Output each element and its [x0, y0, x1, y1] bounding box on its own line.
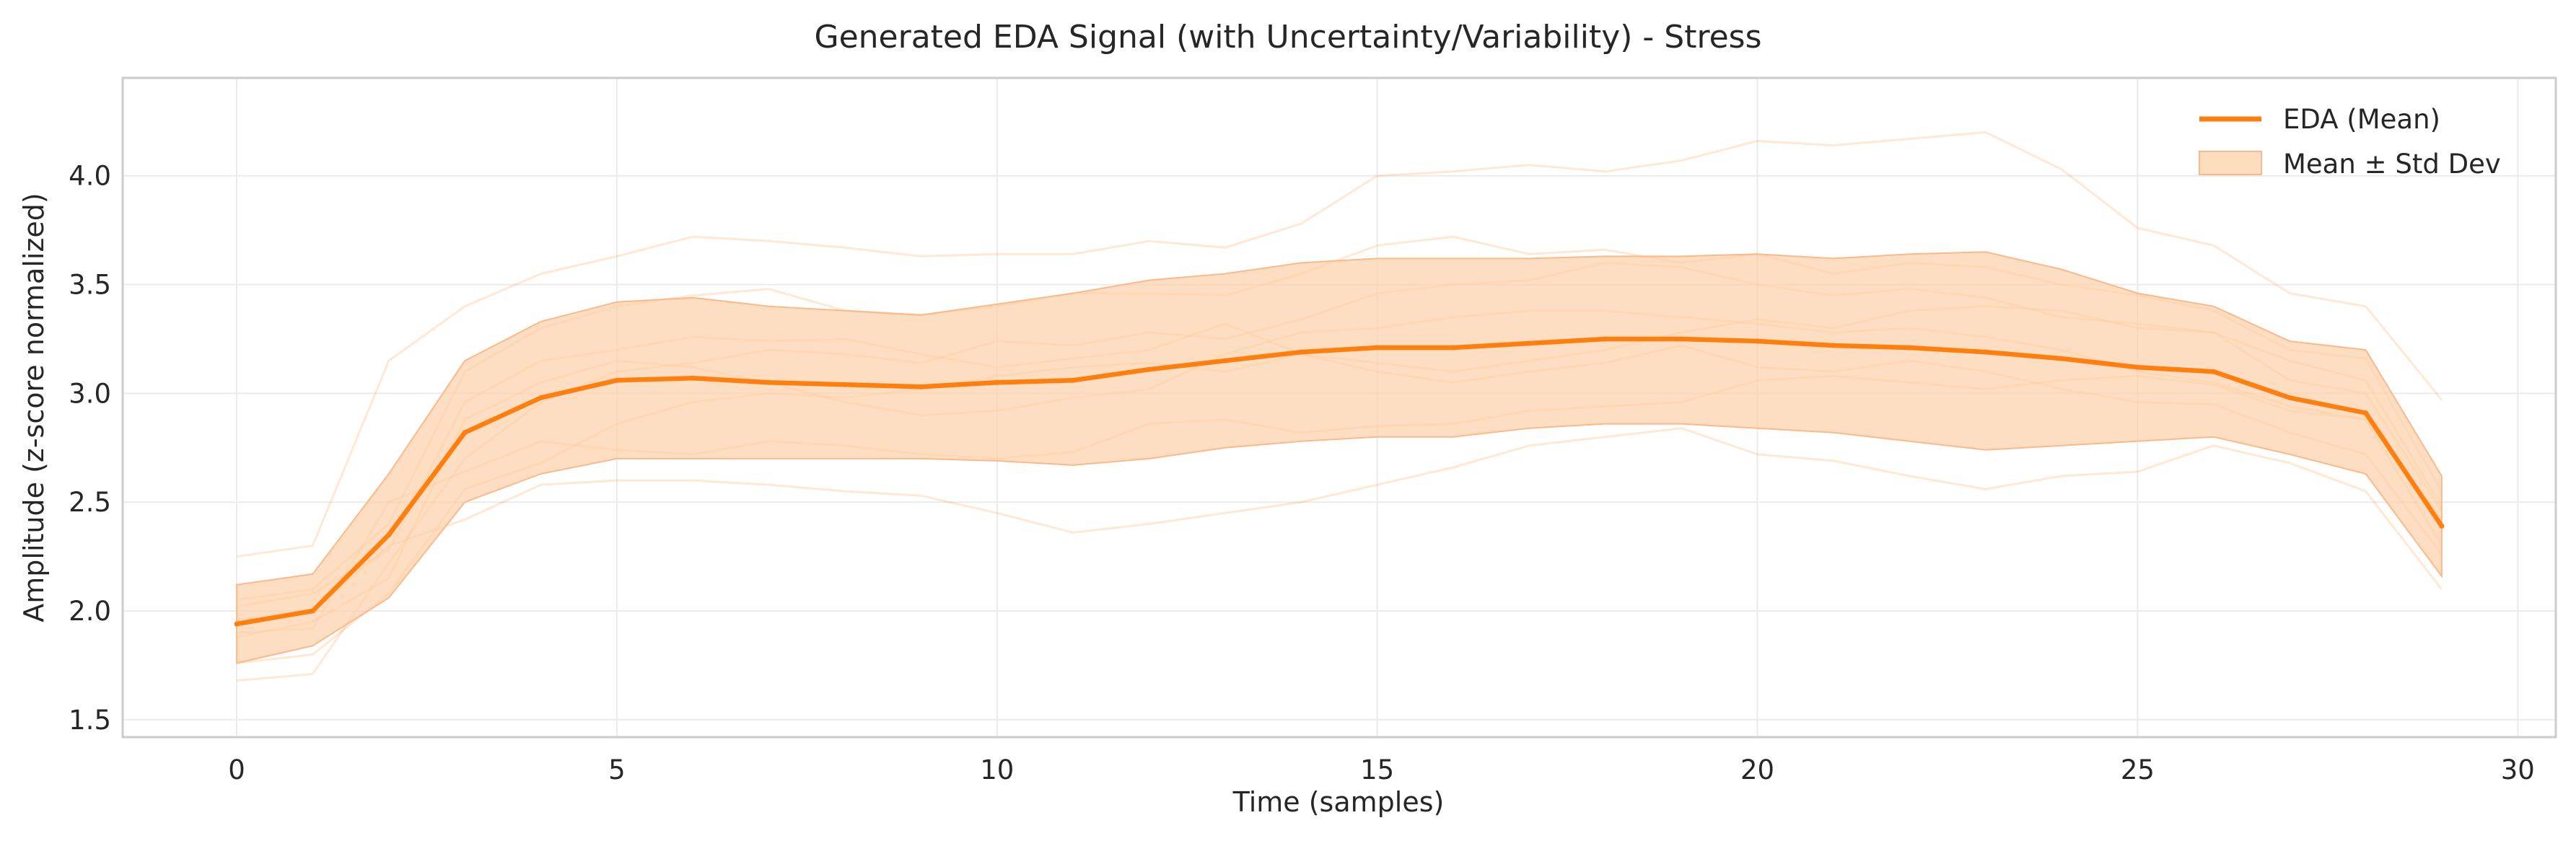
mean-point-24 — [2059, 356, 2064, 361]
mean-point-6 — [690, 375, 696, 381]
x-tick-label-1: 5 — [608, 754, 626, 785]
y-axis-ticks: 1.5 2.0 2.5 3.0 3.5 4.0 — [69, 161, 111, 736]
mean-line — [236, 336, 2444, 627]
mean-point-21 — [1831, 343, 1836, 348]
y-tick-label-3: 3.0 — [69, 378, 111, 409]
y-tick-label-4: 3.5 — [69, 270, 111, 301]
mean-point-0 — [234, 621, 240, 627]
mean-point-15 — [1375, 345, 1380, 351]
mean-point-19 — [1678, 336, 1684, 342]
mean-point-25 — [2134, 364, 2140, 370]
mean-point-9 — [918, 384, 924, 389]
mean-point-29 — [2439, 523, 2445, 529]
x-tick-label-3: 15 — [1360, 754, 1394, 785]
x-tick-label-2: 10 — [980, 754, 1014, 785]
mean-point-3 — [462, 430, 468, 436]
mean-point-23 — [1983, 349, 1989, 355]
mean-point-4 — [538, 395, 544, 400]
sample-line-3 — [236, 427, 2443, 621]
legend-mean-label: EDA (Mean) — [2283, 104, 2440, 135]
x-tick-label-4: 20 — [1740, 754, 1774, 785]
mean-point-1 — [310, 608, 315, 614]
legend-band-swatch — [2199, 151, 2262, 175]
mean-point-20 — [1755, 338, 1761, 344]
mean-point-5 — [614, 377, 620, 383]
x-axis-ticks: 0 5 10 15 20 25 30 — [228, 754, 2535, 785]
mean-point-22 — [1906, 345, 1912, 351]
std-band-layer — [236, 251, 2443, 664]
mean-point-10 — [994, 379, 1000, 385]
x-tick-label-5: 25 — [2121, 754, 2155, 785]
y-tick-label-2: 2.5 — [69, 487, 111, 518]
mean-point-7 — [766, 379, 772, 385]
std-band — [236, 251, 2443, 664]
mean-point-27 — [2287, 395, 2292, 400]
legend-band-label: Mean ± Std Dev — [2283, 149, 2501, 180]
y-tick-label-0: 1.5 — [69, 705, 111, 736]
mean-point-26 — [2211, 369, 2217, 374]
mean-point-13 — [1222, 358, 1228, 364]
sample-line-0 — [236, 131, 2443, 558]
mean-point-18 — [1603, 336, 1608, 342]
plot-frame — [121, 76, 2557, 739]
y-tick-label-1: 2.0 — [69, 596, 111, 627]
mean-point-17 — [1526, 340, 1532, 346]
mean-point-14 — [1298, 349, 1304, 355]
legend: EDA (Mean) Mean ± Std Dev — [2199, 104, 2501, 180]
mean-point-8 — [842, 382, 848, 387]
mean-point-11 — [1070, 377, 1076, 383]
y-axis-label: Amplitude (z-score normalized) — [18, 193, 50, 622]
mean-point-2 — [386, 532, 392, 537]
mean-point-28 — [2363, 410, 2369, 416]
mean-point-12 — [1147, 366, 1152, 372]
mean-point-16 — [1450, 345, 1456, 351]
chart-title: Generated EDA Signal (with Uncertainty/V… — [815, 19, 1762, 56]
x-axis-label: Time (samples) — [1232, 786, 1445, 818]
x-tick-label-6: 30 — [2501, 754, 2535, 785]
x-tick-label-0: 0 — [228, 754, 245, 785]
mean-line-layer — [234, 336, 2445, 627]
y-tick-label-5: 4.0 — [69, 161, 111, 192]
